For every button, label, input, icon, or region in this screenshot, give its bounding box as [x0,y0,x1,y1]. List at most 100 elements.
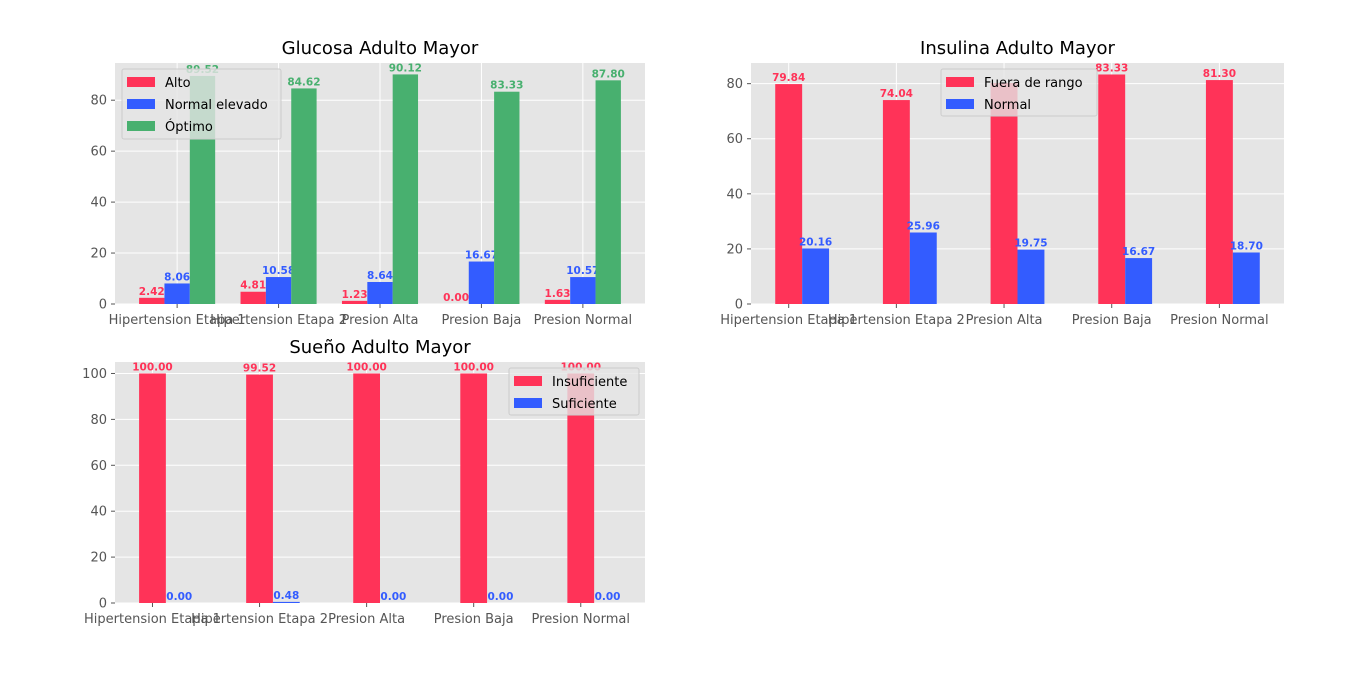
data-label: 0.00 [380,591,406,603]
data-label: 74.04 [880,88,913,100]
y-tick-label: 0 [735,298,743,313]
y-tick-label: 60 [90,459,107,474]
bar [1232,252,1260,304]
y-tick-label: 80 [726,77,743,92]
data-label: 19.75 [1014,238,1047,250]
data-label: 99.52 [243,363,276,375]
x-tick-label: Presion Baja [1072,313,1152,328]
bar [353,373,380,603]
bar [460,373,488,603]
y-tick-label: 80 [90,413,107,428]
chart-title: Sueño Adulto Mayor [289,337,471,358]
data-label: 20.16 [799,236,832,248]
y-tick-label: 80 [90,94,107,109]
data-label: 10.57 [566,265,599,277]
y-tick-label: 20 [726,242,743,257]
data-label: 8.64 [367,270,393,282]
legend-label: Normal elevado [165,98,268,113]
data-label: 100.00 [132,361,173,373]
bar [265,277,292,304]
data-label: 100.00 [346,361,387,373]
legend-swatch [127,99,155,109]
bar [882,100,910,304]
bar [246,374,273,603]
legend-box [121,68,282,140]
bar [570,277,596,304]
bar [990,82,1018,305]
x-tick-label: Presion Alta [328,612,405,627]
bar [164,283,190,304]
bar [1017,249,1045,304]
x-tick-label: Hipertension Etapa 1 [109,313,246,328]
bar [139,297,165,304]
y-tick-label: 0 [99,597,107,612]
data-label: 1.23 [342,289,368,301]
x-tick-label: Hipertension Etapa 1 [720,313,857,328]
x-tick-label: Hipertension Etapa 2 [828,313,965,328]
data-label: 18.70 [1230,240,1263,252]
data-label: 4.81 [240,280,266,292]
data-label: 8.06 [164,271,190,283]
y-tick-label: 20 [90,247,107,262]
y-tick-label: 40 [90,505,107,520]
bar [1205,80,1233,304]
data-label: 10.58 [262,265,295,277]
bar [1098,74,1126,304]
data-label: 83.33 [1095,62,1128,74]
legend-label: Suficiente [552,397,617,412]
chart-title: Glucosa Adulto Mayor [282,38,479,59]
x-tick-label: Presion Alta [966,313,1043,328]
bar [468,261,495,304]
bar [1125,258,1153,304]
data-label: 16.67 [465,250,498,262]
data-label: 0.00 [595,591,621,603]
legend-label: Alto [165,76,191,91]
x-tick-label: Hipertension Etapa 1 [84,612,221,627]
y-tick-label: 40 [726,187,743,202]
data-label: 83.33 [490,80,523,92]
data-label: 79.84 [772,72,805,84]
y-tick-label: 0 [99,298,107,313]
x-tick-label: Presion Normal [532,612,630,627]
x-tick-label: Presion Baja [442,313,522,328]
data-label: 87.80 [592,68,625,80]
y-tick-label: 60 [726,132,743,147]
legend-swatch [946,99,974,109]
data-label: 84.62 [287,76,320,88]
legend-swatch [946,77,974,87]
bar [367,281,393,304]
chart-title: Insulina Adulto Mayor [920,38,1116,59]
legend-label: Insuficiente [552,375,627,390]
data-label: 81.30 [1203,68,1236,80]
x-tick-label: Presion Normal [1170,313,1268,328]
y-tick-label: 20 [90,551,107,566]
legend-label: Óptimo [165,119,213,135]
legend-swatch [127,77,155,87]
data-label: 100.00 [453,361,494,373]
legend-swatch [514,376,542,386]
bar [291,88,317,304]
legend-swatch [514,398,542,408]
data-label: 0.48 [273,590,299,602]
x-tick-label: Hipertension Etapa 2 [210,313,347,328]
y-tick-label: 100 [82,367,107,382]
data-label: 0.00 [166,591,192,603]
legend-box [940,68,1098,117]
bar [775,84,803,304]
y-tick-label: 40 [90,196,107,211]
legend-label: Fuera de rango [984,76,1083,91]
bar [494,91,520,305]
bar [595,80,621,305]
bar [909,232,937,304]
data-label: 25.96 [907,220,940,232]
bar [272,601,300,603]
chart-2: 0 20 40 60 80 Hipertension Etapa 1Hipertensio… [720,38,1284,328]
bar [392,74,419,304]
bar [544,299,571,304]
chart-1: 0 20 40 60 80 Hipertension Etapa 1Hipertensio… [90,38,645,328]
bar [802,248,830,304]
data-label: 0.00 [487,591,513,603]
x-tick-label: Hipertension Etapa 2 [191,612,328,627]
bar [240,291,266,304]
